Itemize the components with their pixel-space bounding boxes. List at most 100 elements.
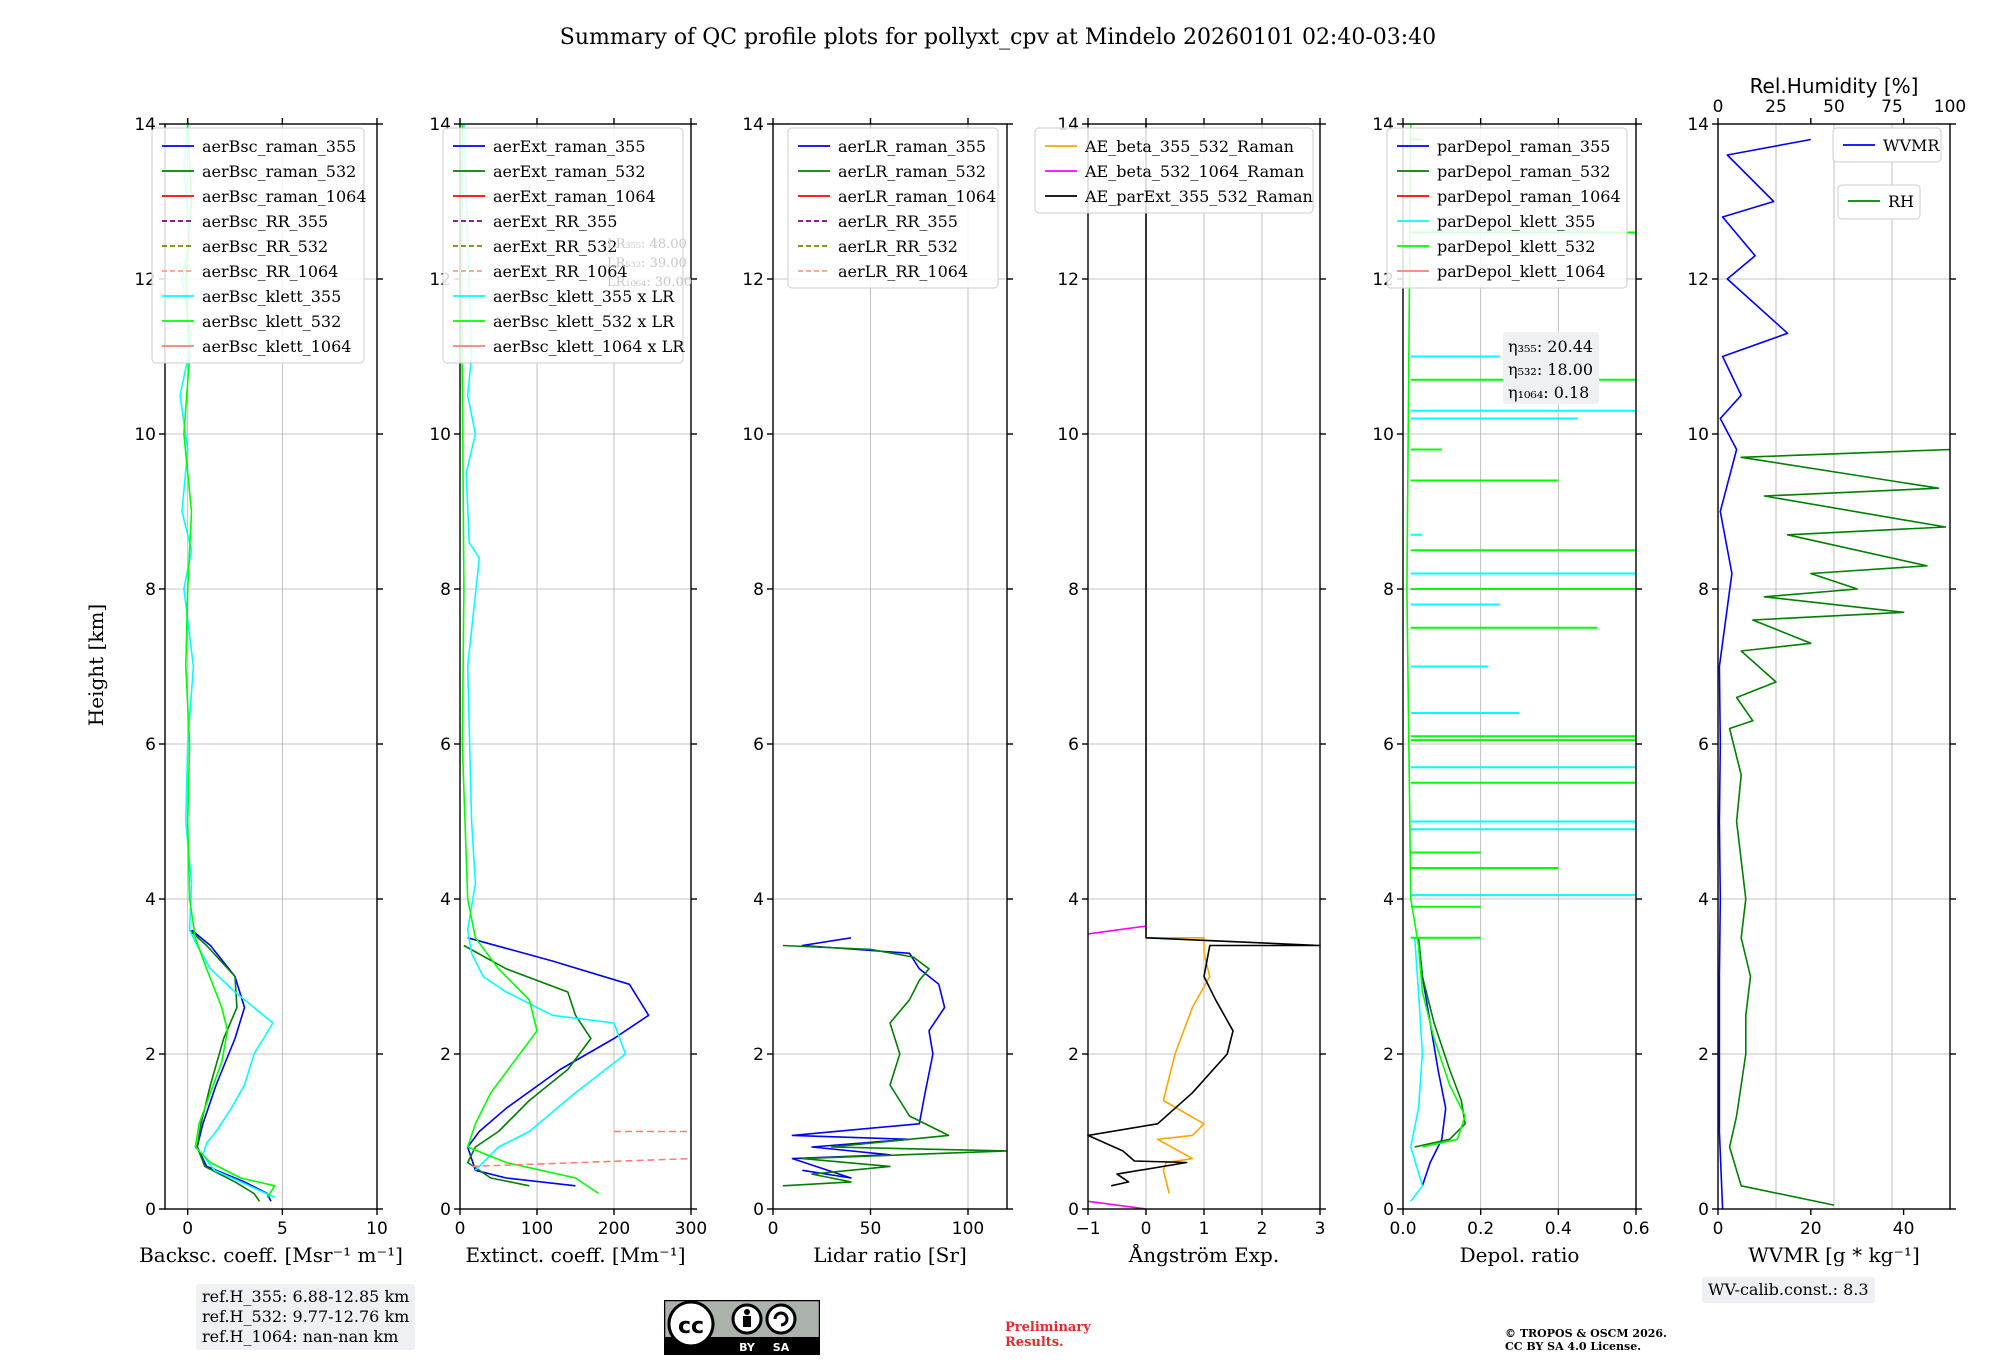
y-tick-label: 6	[440, 735, 451, 755]
y-tick-label: 6	[1698, 735, 1709, 755]
eta-box	[1503, 332, 1599, 404]
y-tick-label: 12	[1057, 270, 1079, 290]
y-tick-label: 2	[1383, 1045, 1394, 1065]
series-aerbsc-klett-1064-x-lr	[471, 1157, 692, 1168]
series-wvmr	[1718, 138, 1811, 1210]
legend: aerLR_raman_355 aerLR_raman_532 aerLR_rama…	[787, 127, 999, 289]
copyright-line-1: © TROPOS & OSCM 2026.	[1505, 1327, 1667, 1340]
series-ae-parext-355-532-raman	[1087, 124, 1321, 1187]
y-tick-label: 4	[753, 890, 764, 910]
legend: AE_beta_355_532_Raman AE_beta_532_1064_Ra…	[1034, 127, 1314, 214]
x-tick-label: 2	[1257, 1219, 1268, 1239]
axes-frame	[772, 123, 1008, 1210]
legend-wvmr: WVMR	[1832, 127, 1942, 163]
x-axis-label: Depol. ratio	[1460, 1243, 1580, 1267]
y-tick-label: 4	[1383, 890, 1394, 910]
cc-text: cc	[678, 1314, 704, 1339]
figure-title: Summary of QC profile plots for pollyxt_…	[560, 25, 1436, 50]
legend-label-pardepol-raman-532: parDepol_raman_532	[1437, 162, 1610, 181]
y-tick-label: 10	[742, 425, 764, 445]
eta-label: η₃₅₅: 20.44	[1508, 337, 1593, 356]
refh-532: ref.H_532: 9.77-12.76 km	[202, 1307, 410, 1326]
x-tick-label: 0.6	[1622, 1219, 1649, 1239]
legend-label-aerbsc-raman-1064: aerBsc_raman_1064	[202, 187, 367, 206]
y-tick-label: 0	[1383, 1200, 1394, 1220]
series-aerbsc-klett-355-x-lr	[463, 123, 627, 1171]
x-axis-label: WVMR [g * kg⁻¹]	[1748, 1243, 1920, 1267]
y-tick-label: 8	[1068, 580, 1079, 600]
legend-frame	[151, 127, 365, 364]
y-tick-label: 0	[1698, 1200, 1709, 1220]
top-x-tick-label: 100	[1934, 97, 1966, 117]
legend-label-aerbsc-klett-532-x-lr: aerBsc_klett_532 x LR	[493, 312, 675, 331]
legend-label-aerlr-rr-532: aerLR_RR_532	[838, 237, 958, 256]
legend-label-aerlr-rr-1064: aerLR_RR_1064	[838, 262, 968, 281]
x-tick-label: 100	[521, 1219, 553, 1239]
y-tick-label: 8	[753, 580, 764, 600]
y-tick-label: 10	[1687, 425, 1709, 445]
legend: aerBsc_raman_355 aerBsc_raman_532 aerBsc_r…	[151, 127, 367, 364]
series-aerbsc-klett-532-x-lr	[460, 123, 600, 1195]
y-tick-label: 2	[440, 1045, 451, 1065]
by-label: BY	[739, 1341, 756, 1354]
y-tick-label: 0	[753, 1200, 764, 1220]
y-tick-label: 8	[1698, 580, 1709, 600]
x-axis-label: Backsc. coeff. [Msr⁻¹ m⁻¹]	[139, 1243, 403, 1267]
legend-label-aerext-rr-355: aerExt_RR_355	[493, 212, 617, 231]
y-tick-label: 8	[1383, 580, 1394, 600]
cc-license-badge[interactable]: cc BY SA	[664, 1300, 820, 1355]
y-tick-label: 14	[742, 115, 764, 135]
series-rh	[1728, 448, 1951, 1206]
x-tick-label: 0.4	[1545, 1219, 1572, 1239]
legend-label-ae-beta-532-1064-raman: AE_beta_532_1064_Raman	[1084, 162, 1304, 181]
legend-frame	[1034, 127, 1314, 214]
top-x-tick-label: 25	[1765, 97, 1787, 117]
y-tick-label: 2	[1068, 1045, 1079, 1065]
y-tick-label: 4	[440, 890, 451, 910]
y-tick-label: 10	[429, 425, 451, 445]
legend-label-aerext-rr-532: aerExt_RR_532	[493, 237, 617, 256]
y-tick-label: 0	[145, 1200, 156, 1220]
series-aerext-raman-355	[466, 937, 650, 1187]
x-axis-label: Extinct. coeff. [Mm⁻¹]	[465, 1243, 685, 1267]
legend-label-aerbsc-rr-1064: aerBsc_RR_1064	[202, 262, 338, 281]
legend-label-aerext-raman-532: aerExt_raman_532	[493, 162, 646, 181]
x-tick-label: 0	[182, 1219, 193, 1239]
series-aerlr-raman-355	[791, 937, 946, 1179]
y-axis-label: Height [km]	[84, 604, 108, 726]
series-aerbsc-raman-355	[190, 929, 272, 1202]
x-tick-label: 20	[1800, 1219, 1822, 1239]
series-ae-beta-532-1064-raman	[1087, 1200, 1147, 1210]
reference-height-box: ref.H_355: 6.88-12.85 km ref.H_532: 9.77…	[196, 1284, 416, 1350]
legend-label-pardepol-raman-1064: parDepol_raman_1064	[1437, 187, 1621, 206]
y-tick-label: 12	[134, 270, 156, 290]
legend-label-aerbsc-klett-1064: aerBsc_klett_1064	[202, 337, 351, 356]
legend-label-aerext-raman-355: aerExt_raman_355	[493, 137, 646, 156]
x-tick-label: 0	[1713, 1219, 1724, 1239]
y-tick-label: 10	[1372, 425, 1394, 445]
legend-label-aerbsc-raman-355: aerBsc_raman_355	[202, 137, 356, 156]
preliminary-results-note: Preliminary Results.	[1005, 1320, 1091, 1350]
x-tick-label: 0.2	[1467, 1219, 1494, 1239]
x-tick-label: 10	[366, 1219, 388, 1239]
prelim-line-2: Results.	[1005, 1335, 1064, 1350]
legend-label-aerlr-raman-532: aerLR_raman_532	[838, 162, 986, 181]
legend-label-pardepol-klett-355: parDepol_klett_355	[1437, 212, 1595, 231]
top-x-tick-label: 0	[1713, 97, 1724, 117]
legend-label-rh: RH	[1888, 192, 1914, 211]
y-tick-label: 12	[1687, 270, 1709, 290]
y-tick-label: 4	[145, 890, 156, 910]
x-tick-label: 200	[598, 1219, 630, 1239]
legend-frame	[1386, 127, 1628, 289]
y-tick-label: 6	[1068, 735, 1079, 755]
refh-1064: ref.H_1064: nan-nan km	[202, 1327, 399, 1346]
lr-label: LR₁₀₆₄: 30.00	[607, 275, 692, 290]
legend-label-ae-beta-355-532-raman: AE_beta_355_532_Raman	[1084, 137, 1294, 156]
y-tick-label: 6	[753, 735, 764, 755]
legend-frame	[787, 127, 999, 289]
legend-label-aerlr-rr-355: aerLR_RR_355	[838, 212, 958, 231]
